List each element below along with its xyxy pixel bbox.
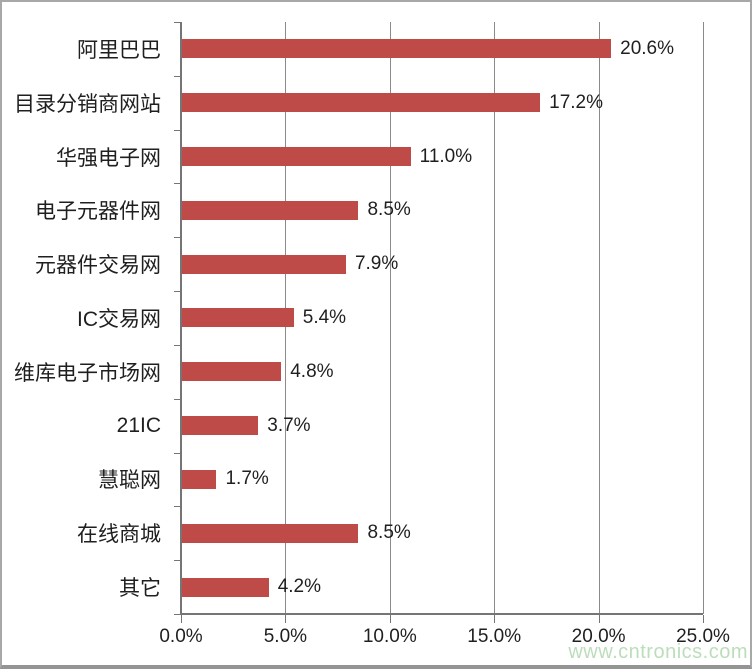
value-axis-tick	[494, 615, 496, 623]
bar	[181, 254, 346, 274]
category-axis-tick	[174, 129, 180, 131]
category-label: 元器件交易网	[35, 254, 161, 278]
category-label: 华强电子网	[56, 146, 161, 170]
bar-value-label: 8.5%	[367, 199, 411, 221]
category-axis-labels: 阿里巴巴目录分销商网站华强电子网电子元器件网 元器件交易网 IC交易网维库电子市场网…	[2, 22, 170, 614]
category-label: 在线商城	[77, 523, 161, 547]
bar-row: 20.6%	[181, 22, 703, 76]
category-axis-tick	[174, 560, 180, 562]
gridline	[703, 22, 704, 614]
x-axis-tick-label: 15.0%	[467, 626, 522, 647]
bar-value-label: 17.2%	[549, 91, 603, 113]
bar	[181, 308, 294, 328]
value-axis-tick	[181, 615, 182, 623]
bar-row: 5.4%	[181, 291, 703, 345]
category-axis-tick	[174, 183, 180, 185]
bar	[181, 39, 612, 59]
bar-row: 8.5%	[181, 183, 703, 237]
bar	[181, 200, 359, 220]
y-axis-line	[180, 22, 182, 615]
plot-area: 20.6% 17.2% 11.0% 8.5% 7.9% 5.4% 4.8% 3.7% 1.7% 8…	[174, 22, 704, 623]
bar-row: 3.7%	[181, 399, 703, 453]
bar-value-label: 1.7%	[225, 468, 269, 490]
gridline	[494, 22, 496, 614]
bar-value-label: 11.0%	[419, 145, 473, 167]
bar	[181, 416, 259, 436]
category-axis-tick	[174, 506, 180, 508]
category-axis-tick	[174, 344, 180, 346]
category-axis-tick	[174, 75, 180, 77]
bar	[181, 469, 217, 489]
category-label: IC交易网	[77, 307, 161, 331]
bar-row: 11.0%	[181, 130, 703, 184]
bar-row: 4.8%	[181, 345, 703, 399]
value-axis-tick	[389, 615, 391, 623]
bar-row: 4.2%	[181, 560, 703, 614]
gridline	[389, 22, 391, 614]
bar-row: 17.2%	[181, 76, 703, 130]
bar	[181, 147, 411, 167]
gridline	[598, 22, 600, 614]
x-axis-tick-label: 20.0%	[571, 626, 626, 647]
bar-row: 7.9%	[181, 237, 703, 291]
value-axis-tick	[703, 615, 704, 623]
value-axis-tick	[598, 615, 600, 623]
bar-value-label: 7.9%	[354, 253, 399, 275]
x-axis-line	[180, 613, 703, 615]
bar-series: 20.6% 17.2% 11.0% 8.5% 7.9% 5.4% 4.8% 3.7% 1.7% 8…	[181, 22, 703, 614]
x-axis-tick-label: 25.0%	[676, 626, 730, 647]
x-axis-tick-label: 5.0%	[263, 626, 308, 647]
bar-value-label: 3.7%	[267, 414, 311, 436]
category-label: 其它	[119, 577, 161, 601]
category-label: 目录分销商网站	[14, 92, 161, 116]
category-label: 电子元器件网	[35, 200, 161, 224]
x-axis-tick-label: 0.0%	[159, 626, 203, 647]
category-label: 阿里巴巴	[77, 38, 161, 62]
bar	[181, 93, 541, 113]
bar-value-label: 20.6%	[620, 37, 674, 59]
category-axis-tick	[174, 22, 180, 23]
bar	[181, 523, 359, 543]
bar	[181, 577, 269, 597]
category-label: 21IC	[116, 413, 161, 437]
bar-value-label: 5.4%	[302, 306, 347, 328]
category-label: 慧聪网	[98, 469, 161, 493]
bar-value-label: 4.8%	[290, 360, 334, 382]
category-axis-tick	[174, 614, 180, 615]
category-axis-tick	[174, 452, 180, 454]
bar-row: 8.5%	[181, 506, 703, 560]
bar-row: 1.7%	[181, 453, 703, 507]
x-axis-tick-labels: 0.0% 5.0% 10.0% 15.0% 20.0% 25.0%	[159, 626, 730, 650]
bar	[181, 362, 282, 382]
value-axis-tick	[285, 615, 287, 623]
x-axis-tick-label: 10.0%	[362, 626, 417, 647]
category-axis-tick	[174, 291, 180, 293]
category-axis-tick	[174, 237, 180, 239]
category-axis-tick	[174, 398, 180, 400]
category-label: 维库电子市场网	[14, 361, 161, 385]
bar-value-label: 8.5%	[367, 522, 411, 544]
bar-value-label: 4.2%	[277, 576, 321, 598]
